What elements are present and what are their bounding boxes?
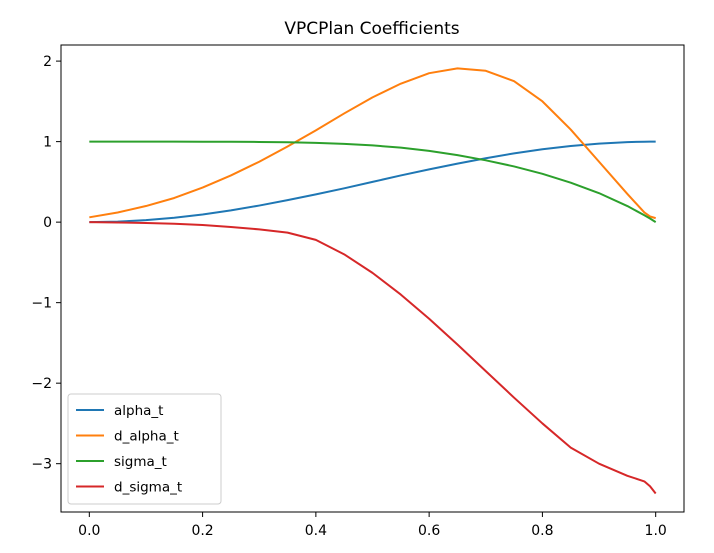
series-line-sigma-t [89, 140, 657, 223]
y-tick-label: −3 [31, 457, 52, 473]
y-tick-label: 0 [43, 215, 52, 231]
series-line-d-alpha-t [89, 67, 656, 220]
axes-frame [60, 44, 685, 513]
legend: alpha_t d_alpha_t sigma_t d_sigma_t [67, 393, 222, 505]
series-line-alpha-t [89, 140, 656, 224]
y-tick-label: −1 [31, 296, 52, 312]
legend-label-sigma-t: sigma_t [114, 454, 167, 470]
legend-box [67, 393, 222, 505]
series-layer [89, 67, 657, 495]
y-tick-label: −2 [31, 376, 52, 392]
x-tick-label: 1.0 [645, 523, 667, 539]
x-tick-label: 0.6 [418, 523, 440, 539]
legend-label-alpha-t: alpha_t [114, 403, 163, 419]
series-line-d-sigma-t [89, 221, 657, 495]
y-axis: −3 −2 −1 0 1 2 [31, 54, 61, 473]
y-tick-label: 1 [43, 135, 52, 151]
legend-label-d-alpha-t: d_alpha_t [114, 429, 179, 445]
x-tick-label: 0.2 [191, 523, 213, 539]
x-tick-label: 0.0 [78, 523, 100, 539]
x-tick-label: 0.4 [305, 523, 327, 539]
legend-label-d-sigma-t: d_sigma_t [114, 480, 182, 496]
x-axis: 0.0 0.2 0.4 0.6 0.8 1.0 [78, 512, 667, 539]
x-tick-label: 0.8 [531, 523, 553, 539]
chart-title: VPCPlan Coefficients [284, 19, 459, 39]
y-tick-label: 2 [43, 54, 52, 70]
